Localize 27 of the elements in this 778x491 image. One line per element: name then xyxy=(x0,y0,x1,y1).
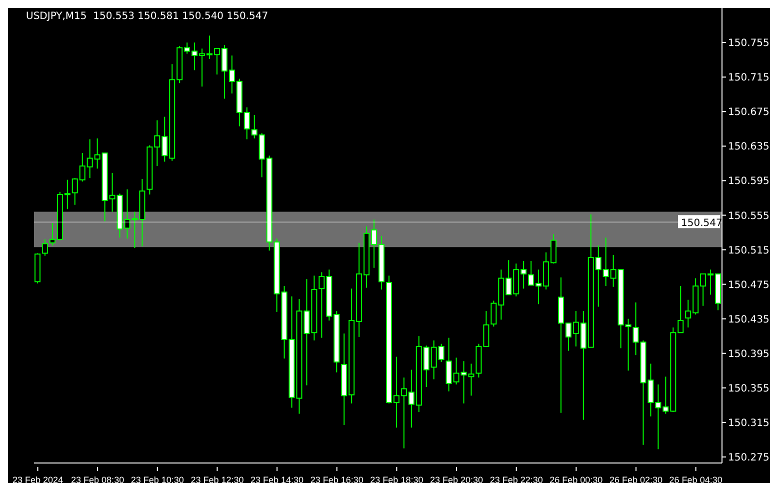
y-tick-label: 150.675 xyxy=(728,107,770,118)
y-tick-label: 150.595 xyxy=(728,176,770,188)
y-tick-label: 150.555 xyxy=(728,210,770,222)
x-tick-label: 23 Feb 14:30 xyxy=(250,475,304,485)
x-tick-label: 26 Feb 02:30 xyxy=(609,475,663,485)
x-tick-label: 26 Feb 04:30 xyxy=(669,475,722,485)
y-tick-label: 150.755 xyxy=(728,38,770,50)
x-tick-label: 26 Feb 00:30 xyxy=(550,475,603,485)
ref-line-label: 150.547 xyxy=(681,218,722,230)
y-tick-label: 150.315 xyxy=(728,418,770,429)
x-tick-label: 23 Feb 22:30 xyxy=(490,475,543,485)
chart-title: USDJPY,M15 150.553 150.581 150.540 150.547 xyxy=(26,11,268,22)
x-tick-label: 23 Feb 12:30 xyxy=(190,475,244,485)
y-tick-label: 150.275 xyxy=(728,452,770,464)
x-tick-label: 23 Feb 10:30 xyxy=(130,475,184,485)
x-tick-label: 23 Feb 20:30 xyxy=(430,475,484,485)
y-tick-label: 150.435 xyxy=(728,314,770,326)
y-tick-label: 150.475 xyxy=(728,280,770,291)
y-tick-label: 150.355 xyxy=(728,383,770,394)
x-tick-label: 23 Feb 2024 xyxy=(12,475,64,485)
y-tick-label: 150.515 xyxy=(728,245,770,256)
y-tick-label: 150.635 xyxy=(728,142,770,153)
x-tick-label: 23 Feb 18:30 xyxy=(370,475,424,485)
x-tick-label: 23 Feb 16:30 xyxy=(310,475,364,485)
x-tick-label: 23 Feb 08:30 xyxy=(71,475,124,485)
y-tick-label: 150.715 xyxy=(728,72,770,84)
y-tick-label: 150.395 xyxy=(728,348,770,360)
